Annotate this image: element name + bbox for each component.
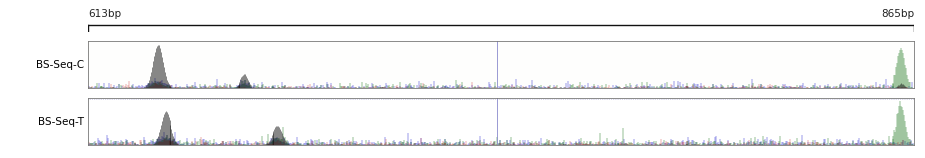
Text: 613bp: 613bp [88,9,121,19]
Text: BS-Seq-T: BS-Seq-T [38,117,84,127]
Text: BS-Seq-C: BS-Seq-C [36,60,84,70]
Text: 865bp: 865bp [881,9,914,19]
